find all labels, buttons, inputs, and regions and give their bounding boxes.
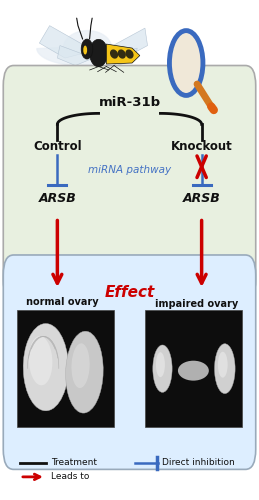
Ellipse shape [214, 344, 235, 394]
Ellipse shape [23, 324, 68, 411]
Polygon shape [104, 28, 148, 58]
Text: ARSB: ARSB [183, 192, 220, 204]
FancyBboxPatch shape [145, 310, 242, 427]
Text: Leads to: Leads to [51, 472, 89, 482]
Ellipse shape [29, 336, 52, 386]
Text: ARSB: ARSB [39, 192, 76, 204]
Text: Control: Control [33, 140, 82, 153]
Text: miRNA pathway: miRNA pathway [88, 165, 171, 175]
Ellipse shape [90, 40, 107, 67]
FancyBboxPatch shape [3, 66, 256, 300]
Ellipse shape [156, 352, 165, 377]
Ellipse shape [178, 360, 209, 380]
Ellipse shape [71, 344, 90, 388]
Circle shape [169, 30, 203, 96]
Polygon shape [104, 48, 137, 66]
Text: miR-31b: miR-31b [98, 96, 161, 110]
Text: Effect: Effect [104, 285, 155, 300]
FancyBboxPatch shape [17, 310, 114, 427]
Text: Knockout: Knockout [171, 140, 233, 153]
Ellipse shape [81, 39, 93, 59]
Ellipse shape [66, 331, 103, 413]
Text: Direct inhibition: Direct inhibition [162, 458, 234, 468]
Ellipse shape [125, 50, 134, 58]
Polygon shape [37, 30, 124, 66]
Ellipse shape [153, 345, 172, 393]
Text: impaired ovary: impaired ovary [155, 299, 238, 309]
Ellipse shape [218, 352, 228, 378]
Ellipse shape [118, 50, 126, 58]
Polygon shape [39, 26, 93, 58]
Polygon shape [106, 44, 140, 64]
Ellipse shape [110, 50, 118, 58]
Polygon shape [57, 46, 93, 66]
Ellipse shape [83, 46, 87, 54]
FancyBboxPatch shape [3, 255, 256, 470]
Text: normal ovary: normal ovary [26, 297, 99, 307]
Text: Treatment: Treatment [51, 458, 97, 468]
